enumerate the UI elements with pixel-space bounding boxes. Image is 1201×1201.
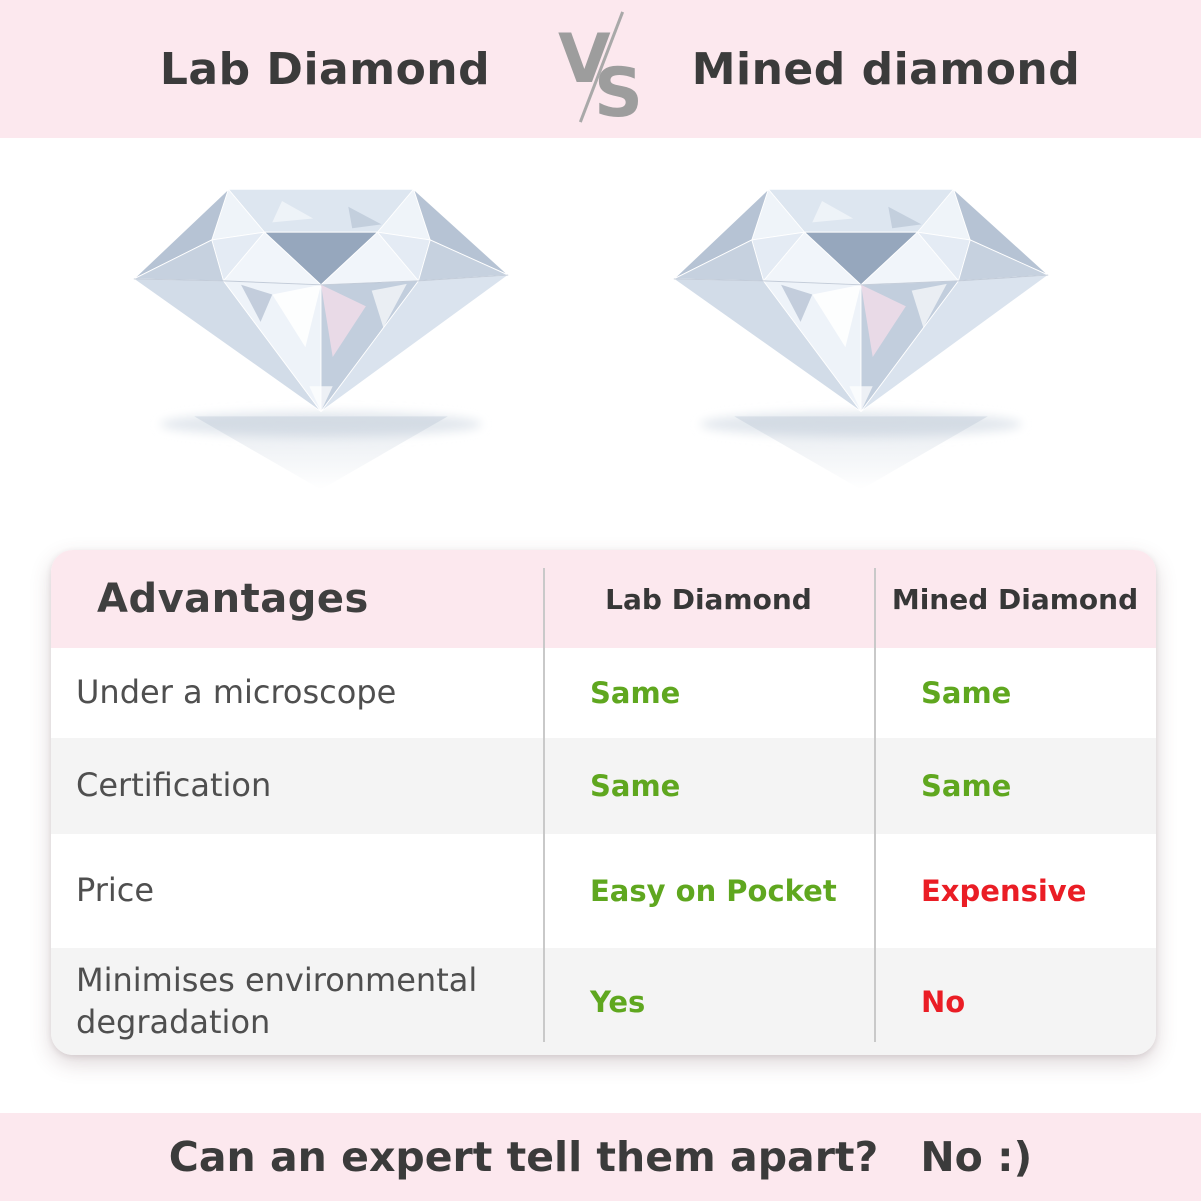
column-divider	[874, 568, 876, 1042]
table-row: Minimises environmental degradation Yes …	[51, 948, 1156, 1055]
mined-diamond-image	[666, 160, 1056, 492]
vs-icon: V S	[556, 0, 651, 138]
mined-value: Same	[921, 676, 1012, 710]
lab-value: Same	[590, 769, 681, 803]
lab-diamond-image	[126, 160, 516, 492]
mined-diamond-title: Mined diamond	[691, 43, 1081, 95]
comparison-table: Advantages Lab Diamond Mined Diamond Und…	[51, 550, 1156, 1055]
column-divider	[543, 568, 545, 1042]
lab-diamond-title: Lab Diamond	[159, 43, 491, 95]
footer-answer: No :)	[920, 1133, 1033, 1181]
lab-column-header: Lab Diamond	[605, 582, 812, 616]
row-label: Under a microscope	[76, 673, 397, 712]
lab-value: Easy on Pocket	[590, 874, 837, 908]
table-row: Under a microscope Same Same	[51, 648, 1156, 738]
header-band: Lab Diamond V S Mined diamond	[0, 0, 1201, 138]
footer-band: Can an expert tell them apart? No :)	[0, 1113, 1201, 1201]
lab-value: Yes	[590, 984, 646, 1019]
diamond-illustration	[133, 188, 509, 490]
mined-value: No	[921, 984, 966, 1019]
mined-column-header: Mined Diamond	[891, 582, 1139, 616]
table-row: Certification Same Same	[51, 738, 1156, 834]
mined-value: Expensive	[921, 874, 1087, 908]
advantages-heading: Advantages	[97, 576, 369, 622]
table-header-row: Advantages Lab Diamond Mined Diamond	[51, 550, 1156, 648]
vs-letter-s: S	[594, 54, 643, 133]
table-row: Price Easy on Pocket Expensive	[51, 834, 1156, 948]
row-label: Minimises environmental degradation	[76, 960, 478, 1041]
diamond-illustration	[673, 188, 1049, 490]
footer-question: Can an expert tell them apart?	[168, 1133, 879, 1181]
row-label: Price	[76, 871, 155, 910]
mined-value: Same	[921, 769, 1012, 803]
row-label: Certification	[76, 766, 272, 805]
lab-value: Same	[590, 676, 681, 710]
